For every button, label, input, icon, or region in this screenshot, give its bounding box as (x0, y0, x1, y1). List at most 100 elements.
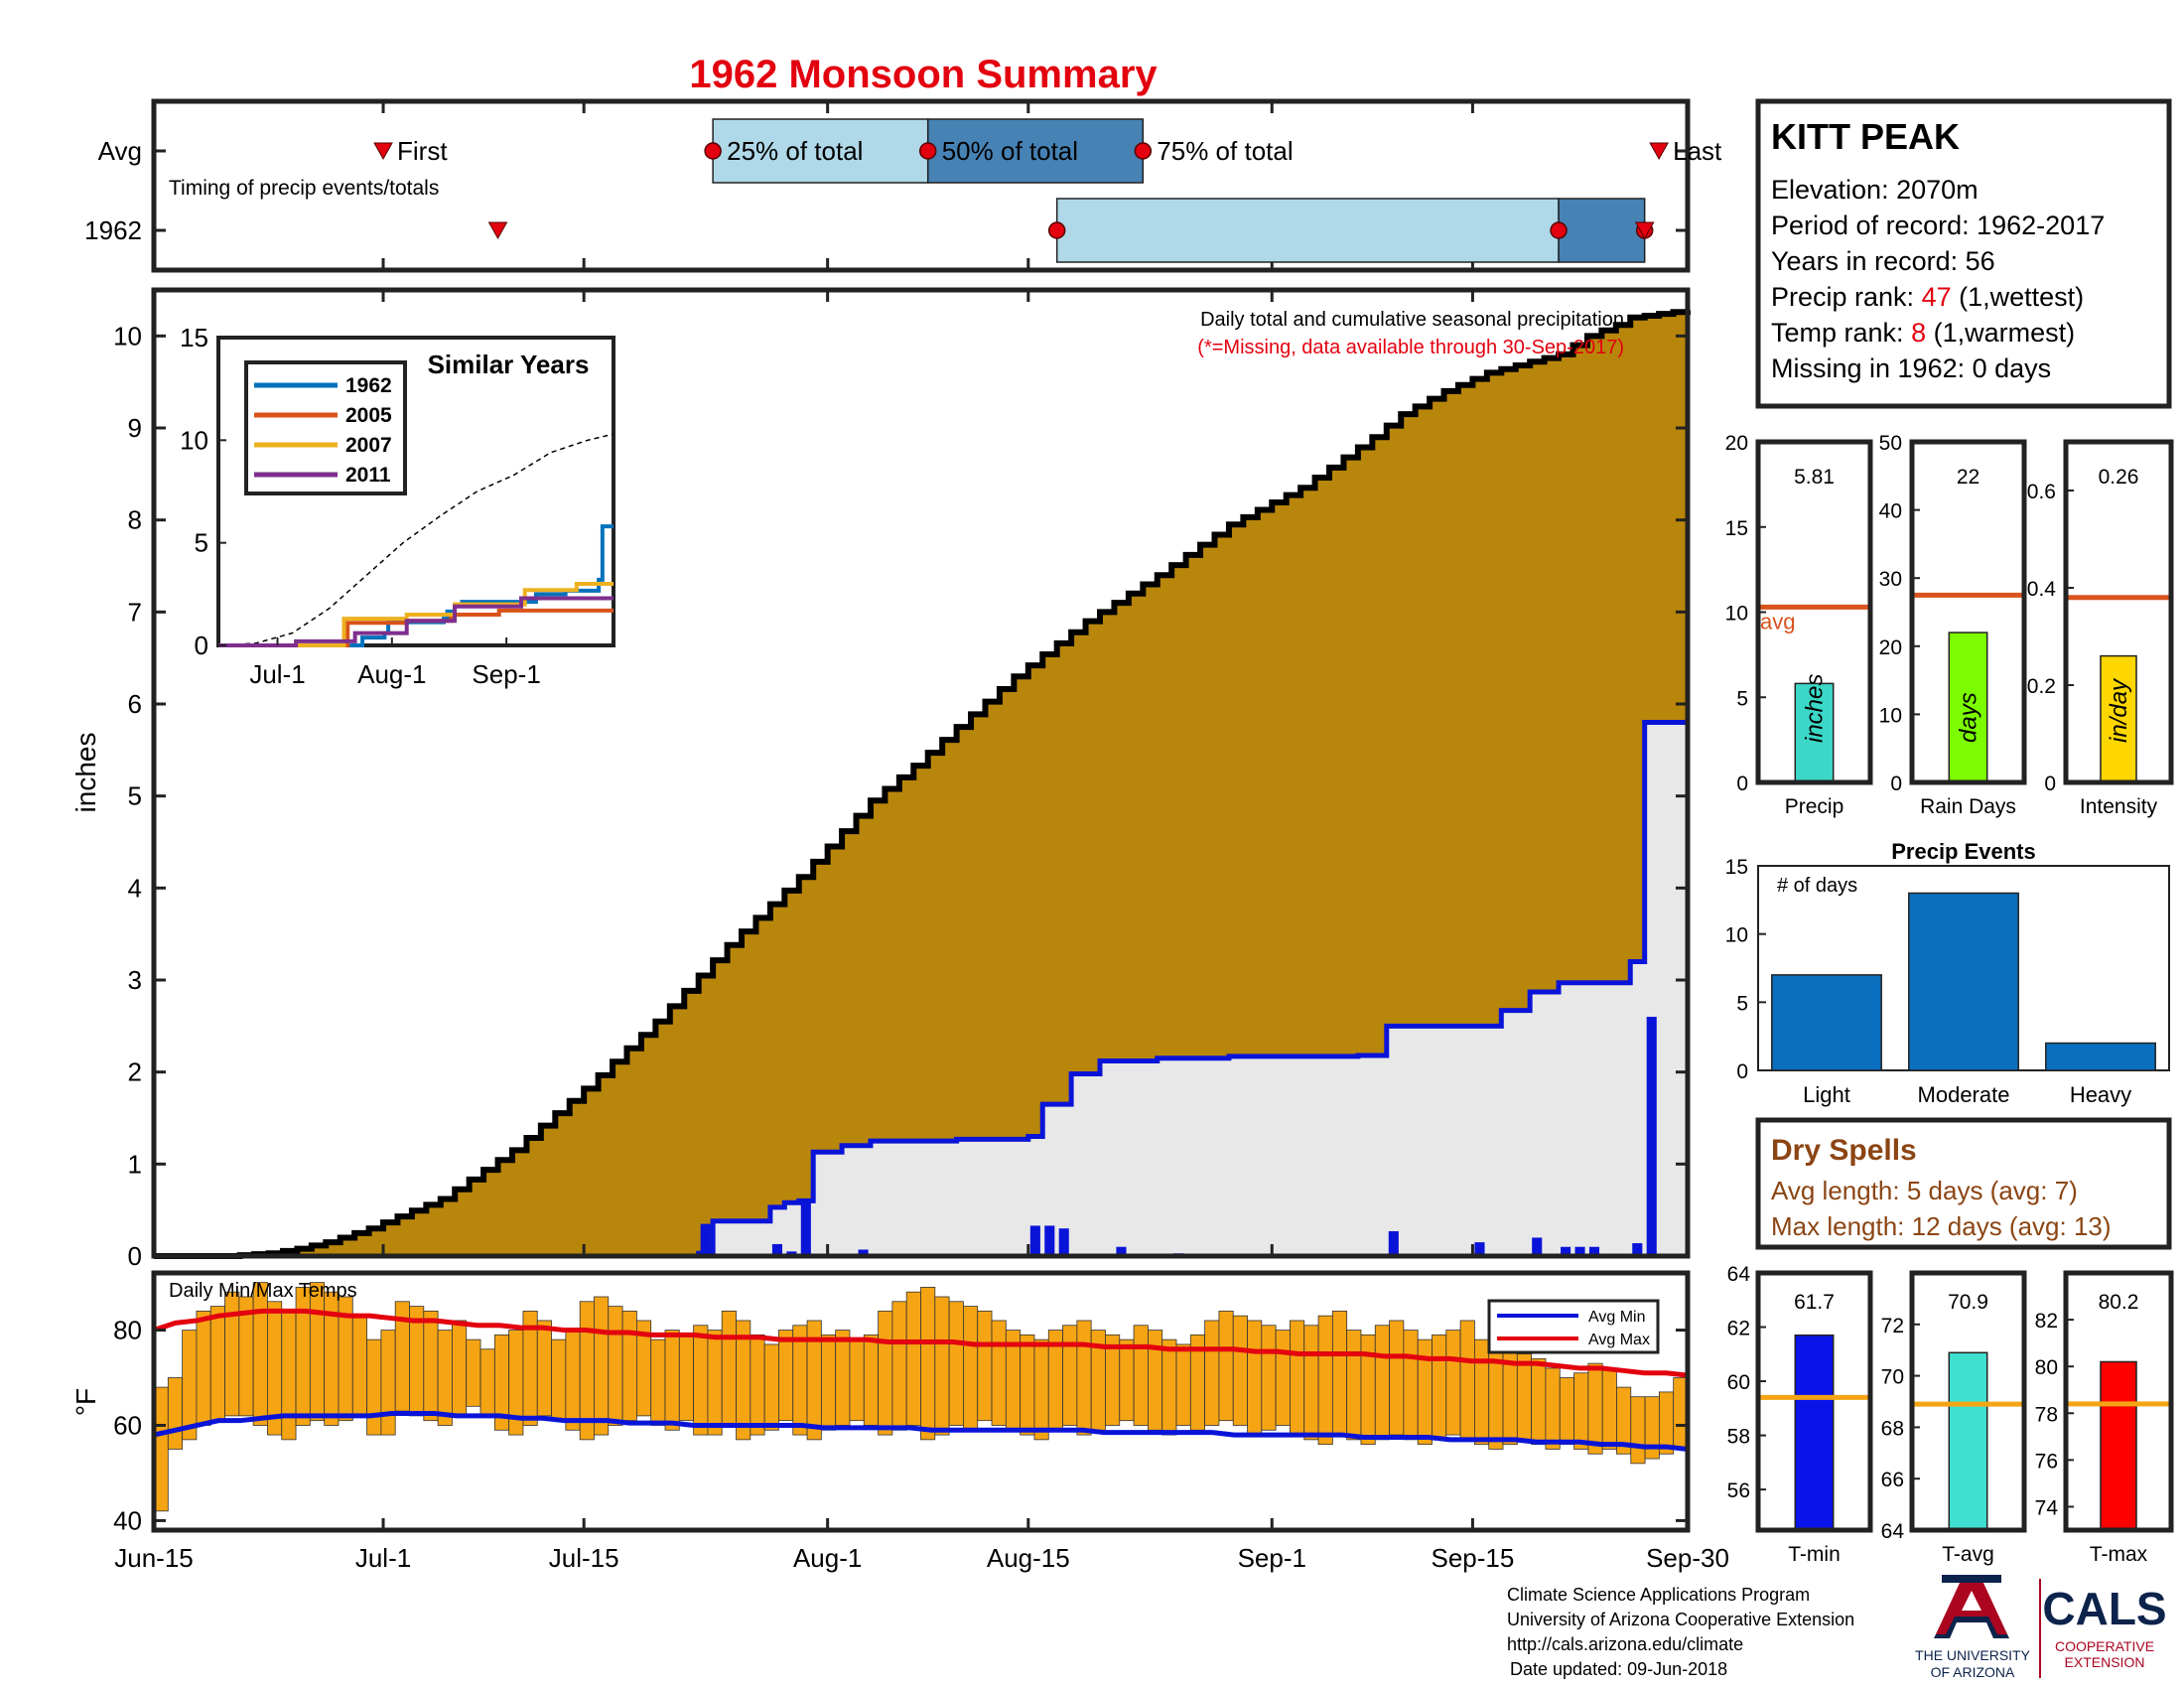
temp-summary-y-tick-label: 74 (2035, 1496, 2059, 1519)
temp-range-bar (621, 1310, 637, 1422)
summary-y-tick-label: 0.4 (2027, 578, 2057, 601)
temp-y-tick-label: 60 (113, 1410, 142, 1440)
temp-range-bar (351, 1315, 367, 1417)
summary-frame (2063, 439, 2174, 785)
temp-range-bar (466, 1338, 481, 1407)
x-tick-label: Sep-15 (1431, 1543, 1514, 1573)
inset-y-tick-label: 0 (195, 631, 208, 660)
timing-box-50-75 (926, 118, 1145, 184)
daily-precip-bar (1574, 1246, 1585, 1256)
daily-precip-bar (800, 1200, 811, 1256)
temp-summary-y-tick-label: 78 (2035, 1403, 2058, 1426)
temp-range-bar (1630, 1396, 1646, 1465)
footer-line-1: Climate Science Applications Program (1507, 1585, 1810, 1605)
inset-avg-line (217, 433, 614, 646)
inset-y-tick-label: 10 (180, 425, 208, 455)
temp-range-bar (963, 1306, 979, 1431)
cumulative-avg-area (154, 310, 1688, 1256)
temp-range-bar (536, 1320, 552, 1417)
station-missing: Missing in 1962: 0 days (1771, 353, 2051, 383)
temp-summary-y-tick-label: 64 (1881, 1520, 1905, 1543)
temp-range-bar (608, 1306, 623, 1426)
daily-precip-bar (858, 1249, 869, 1256)
summary-bars: avg 5.81 Precip inches 0 5 10 15 20 22 Rain Days da… (1725, 432, 2174, 818)
daily-precip-bar (1632, 1243, 1643, 1256)
events-category-label: Light (1803, 1082, 1850, 1107)
summary-y-tick-label: 50 (1879, 432, 1902, 455)
temp-range-bar (977, 1310, 993, 1422)
temp-range-bar (1331, 1310, 1348, 1436)
main-y-tick-label: 5 (128, 781, 142, 811)
temp-range-bar (167, 1377, 184, 1450)
station-precip-rank: Precip rank: 47 (1,wettest) (1771, 282, 2084, 312)
summary-y-tick-label: 10 (1879, 704, 1902, 727)
inset-title: Similar Years (428, 350, 590, 379)
temp-summary-frame (1755, 1270, 1873, 1533)
events-category-label: Moderate (1918, 1082, 2010, 1107)
temp-range-bar (678, 1334, 695, 1422)
ua-name-line-2: OF ARIZONA (1931, 1664, 2015, 1680)
temp-range-bar (1389, 1320, 1405, 1436)
events-bar (1771, 974, 1882, 1071)
temp-range-bar (1161, 1338, 1177, 1436)
station-elevation: Elevation: 2070m (1771, 175, 1979, 205)
events-y-tick-label: 0 (1736, 1060, 1748, 1083)
timing-marker (918, 142, 937, 160)
temp-range-bar (1516, 1353, 1533, 1441)
temp-range-bar (252, 1282, 268, 1426)
main-y-tick-label: 1 (128, 1149, 142, 1179)
temp-summary-value-label: 80.2 (2099, 1291, 2139, 1314)
precip-events-chart: Precip Events # of days Light Moderate Heavy… (1725, 839, 2170, 1107)
temp-summary-y-tick-label: 62 (1727, 1318, 1750, 1340)
temp-range-bar (1261, 1325, 1277, 1431)
similar-years-inset: Similar Years 0 5 10 15 Jul-1 Aug-1 Sep-1 1962 20… (180, 323, 615, 689)
temp-range-bar (224, 1291, 240, 1417)
cals-wordmark: CALS (2042, 1583, 2166, 1634)
summary-y-tick-label: 20 (1725, 432, 1748, 455)
temp-summary-bar (1948, 1351, 1988, 1531)
daily-precip-bar (1044, 1225, 1055, 1256)
events-title: Precip Events (1891, 839, 2036, 864)
temp-range-bar (1290, 1320, 1305, 1436)
inset-y-tick-label: 5 (195, 528, 208, 558)
temp-summary-y-tick-label: 80 (2035, 1356, 2058, 1379)
timing-first-last-marker (373, 142, 393, 161)
summary-unit-label: in/day (2106, 677, 2132, 743)
temp-range-bar (920, 1286, 936, 1441)
temp-summary-value-label: 61.7 (1794, 1291, 1835, 1314)
inset-x-tick-label: Sep-1 (472, 659, 540, 689)
x-tick-label: Jul-15 (549, 1543, 619, 1573)
timing-box-25-50 (712, 118, 929, 184)
events-bar (2045, 1042, 2156, 1071)
summary-unit-label: days (1956, 692, 1982, 743)
temp-range-bar (209, 1306, 225, 1422)
temp-summary-bar (2100, 1360, 2137, 1531)
cumulative-avg-line (154, 309, 1691, 1259)
station-temp-rank: Temp rank: 8 (1,warmest) (1771, 318, 2075, 348)
temp-rank-value: 8 (1911, 318, 1926, 348)
temp-legend-min-label: Avg Min (1588, 1309, 1646, 1326)
temp-range-bar (891, 1301, 907, 1431)
x-tick-label: Sep-1 (1238, 1543, 1306, 1573)
temp-range-bar (905, 1291, 921, 1426)
temp-summary-bar-label: T-avg (1942, 1543, 1994, 1566)
summary-value-label: 0.26 (2099, 466, 2139, 489)
temp-summary-frame (1909, 1270, 2027, 1533)
daily-precip-bar (1058, 1228, 1069, 1256)
timing-first-last-marker (487, 221, 508, 240)
temp-avg-min-line (153, 1410, 1689, 1452)
temp-range-bar (182, 1330, 198, 1441)
timing-year-label: 1962 (84, 215, 142, 245)
station-info-box: KITT PEAK Elevation: 2070m Period of rec… (1755, 98, 2172, 409)
timing-marker (704, 142, 722, 160)
inset-series-line (218, 596, 614, 647)
dry-spells-max-length: Max length: 12 days (avg: 13) (1771, 1211, 2112, 1241)
temp-range-bar (750, 1334, 765, 1436)
temp-range-bar (763, 1343, 779, 1431)
summary-y-tick-label: 15 (1725, 517, 1748, 540)
timing-p25-label: 25% of total (727, 136, 863, 166)
temp-range-bar (1459, 1320, 1475, 1441)
temp-range-bar (1587, 1362, 1603, 1455)
summary-bar-label: Precip (1785, 795, 1844, 818)
summary-avg-label: avg (1760, 609, 1795, 633)
